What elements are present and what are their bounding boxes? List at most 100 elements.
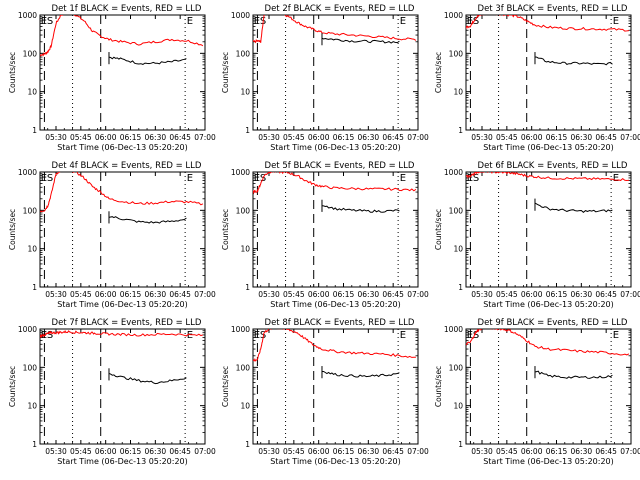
x-tick-label: 05:45 [283,133,305,142]
interval-marker-label: E [467,173,473,184]
x-tick-label: 06:15 [546,290,568,299]
y-tick-label: 1000 [444,11,463,20]
x-tick-label: 06:30 [358,290,380,299]
interval-marker-label: E [254,330,260,341]
interval-marker-label: E [613,16,619,27]
x-tick-label: 06:45 [169,290,191,299]
x-tick-label: 06:15 [333,447,355,456]
x-tick-label: 07:00 [194,290,216,299]
lld-series-line [466,172,629,182]
events-series-line [108,372,187,385]
plot-frame [465,171,632,288]
x-tick-label: 07:00 [620,447,640,456]
detector-plot-9: Det 9f BLACK = Events, RED = LLD 1 10 100 10… [434,318,640,466]
y-tick-label: 10 [240,402,250,411]
y-axis-label: Counts/sec [221,209,230,250]
interval-marker-label: E [467,330,473,341]
plot-title: Det 3f BLACK = Events, RED = LLD [478,4,628,14]
detector-plot-6: Det 6f BLACK = Events, RED = LLD 1 10 100 10… [434,161,640,309]
detector-plot-1: Det 1f BLACK = Events, RED = LLD 1 10 100 10… [8,4,216,152]
y-tick-label: 1 [458,126,463,135]
y-tick-label: 100 [23,49,38,58]
y-tick-label: 10 [27,402,37,411]
interval-marker-label: S [473,173,479,184]
x-tick-label: 06:00 [308,447,330,456]
x-tick-label: 06:15 [546,133,568,142]
detector-plot-7: Det 7f BLACK = Events, RED = LLD 1 10 100 10… [8,318,216,466]
y-tick-label: 100 [236,363,251,372]
events-series-line [534,370,613,379]
interval-marker-label: E [41,173,47,184]
interval-marker-label: E [187,330,193,341]
x-tick-label: 06:30 [145,133,167,142]
x-tick-label: 07:00 [620,133,640,142]
x-axis-label: Start Time (06-Dec-13 05:20:20) [483,457,614,466]
x-axis-label: Start Time (06-Dec-13 05:20:20) [57,300,188,309]
interval-marker-label: E [41,16,47,27]
interval-marker-label: S [47,173,53,184]
x-tick-label: 05:30 [471,447,493,456]
lld-series-line [40,172,204,213]
x-tick-label: 05:45 [70,290,92,299]
y-tick-label: 1 [32,126,37,135]
detector-plot-8: Det 8f BLACK = Events, RED = LLD 1 10 100 10… [221,318,429,466]
plot-frame [252,14,419,131]
x-tick-label: 05:45 [496,290,518,299]
x-tick-label: 06:30 [571,447,593,456]
x-tick-label: 06:00 [308,290,330,299]
plot-title: Det 9f BLACK = Events, RED = LLD [478,318,628,328]
x-tick-label: 07:00 [407,290,429,299]
y-tick-label: 1000 [231,11,250,20]
plot-title: Det 8f BLACK = Events, RED = LLD [265,318,415,328]
lld-series-line [253,15,417,44]
x-tick-label: 05:45 [283,290,305,299]
y-tick-label: 1000 [18,325,37,334]
y-tick-label: 1000 [444,168,463,177]
x-axis-label: Start Time (06-Dec-13 05:20:20) [270,457,401,466]
y-axis-label: Counts/sec [8,366,17,407]
y-axis-label: Counts/sec [8,52,17,93]
plot-frame [39,171,206,288]
x-tick-label: 06:45 [595,447,617,456]
y-axis-label: Counts/sec [221,366,230,407]
interval-marker-label: E [400,330,406,341]
x-tick-label: 06:15 [333,133,355,142]
interval-marker-label: E [254,173,260,184]
y-tick-label: 1000 [231,325,250,334]
x-tick-label: 06:45 [595,133,617,142]
interval-marker-label: S [473,330,479,341]
y-tick-label: 100 [236,206,251,215]
x-axis-label: Start Time (06-Dec-13 05:20:20) [57,143,188,152]
plot-title: Det 7f BLACK = Events, RED = LLD [52,318,202,328]
detector-plot-3: Det 3f BLACK = Events, RED = LLD 1 10 100 10… [434,4,640,152]
x-tick-label: 07:00 [194,447,216,456]
interval-marker-label: S [47,330,53,341]
lld-series-line [40,15,204,57]
x-tick-label: 05:30 [45,133,67,142]
x-tick-label: 06:30 [145,290,167,299]
y-tick-label: 100 [449,206,464,215]
x-tick-label: 06:00 [95,447,117,456]
interval-marker-label: E [254,16,260,27]
y-tick-label: 10 [240,245,250,254]
x-tick-label: 06:45 [382,290,404,299]
x-tick-label: 06:45 [382,133,404,142]
x-tick-label: 05:45 [70,447,92,456]
x-tick-label: 06:15 [120,290,142,299]
x-tick-label: 06:30 [145,447,167,456]
x-tick-label: 05:30 [45,290,67,299]
x-tick-label: 06:15 [120,133,142,142]
lld-series-line [40,329,204,339]
y-tick-label: 1 [458,283,463,292]
interval-marker-label: E [187,16,193,27]
interval-marker-label: E [400,173,406,184]
y-tick-label: 10 [453,402,463,411]
y-tick-label: 1 [458,440,463,449]
y-tick-label: 1 [245,126,250,135]
x-tick-label: 06:45 [382,447,404,456]
x-axis-label: Start Time (06-Dec-13 05:20:20) [270,143,401,152]
x-tick-label: 06:30 [571,290,593,299]
y-tick-label: 10 [27,245,37,254]
y-tick-label: 1 [32,440,37,449]
x-tick-label: 07:00 [407,133,429,142]
